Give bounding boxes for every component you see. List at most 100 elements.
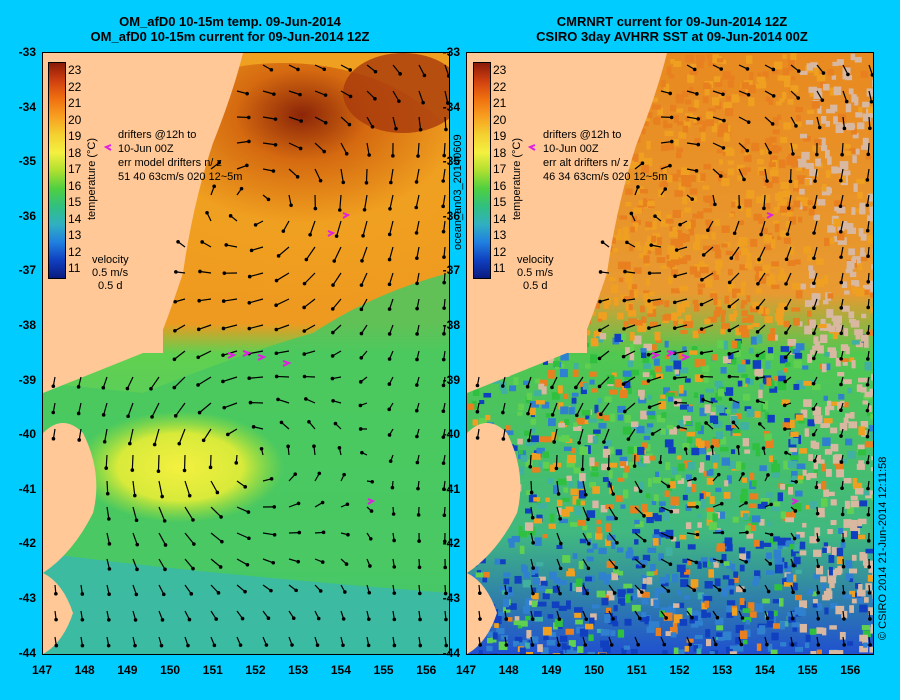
sst-pixel	[786, 540, 795, 547]
sst-pixel	[772, 623, 781, 629]
current-arrow	[623, 350, 636, 358]
sst-pixel	[621, 648, 627, 657]
right-title-line1: CMRNRT current for 09-Jun-2014 12Z	[556, 14, 788, 29]
sst-pixel	[652, 538, 659, 546]
current-arrow-head	[719, 174, 723, 178]
sst-pixel	[822, 627, 827, 636]
sst-pixel	[789, 455, 799, 460]
sst-pixel	[716, 632, 723, 637]
sst-pixel	[822, 547, 827, 554]
sst-pixel	[727, 268, 733, 276]
sst-pixel	[526, 629, 532, 639]
current-arrow-head	[745, 148, 750, 153]
y-tick-label: -37	[18, 263, 36, 278]
current-arrow-head	[688, 642, 692, 647]
sst-pixel	[708, 522, 717, 530]
current-arrow-head	[341, 180, 346, 185]
current-arrow-head	[302, 281, 307, 286]
sst-pixel	[529, 407, 536, 416]
current-arrow	[388, 246, 394, 260]
sst-pixel	[776, 235, 782, 241]
current-arrow-head	[443, 565, 448, 570]
sst-pixel	[641, 351, 647, 359]
sst-pixel	[572, 495, 579, 505]
sst-pixel	[525, 615, 531, 621]
current-arrow-head	[156, 469, 161, 474]
sst-pixel	[732, 418, 739, 426]
sst-pixel	[851, 340, 860, 345]
sst-pixel	[732, 429, 741, 434]
sst-pixel	[660, 265, 668, 270]
sst-pixel	[766, 570, 775, 575]
current-arrow	[608, 532, 618, 544]
sst-pixel	[854, 56, 862, 63]
sst-pixel	[828, 401, 838, 406]
sst-pixel	[807, 255, 812, 262]
sst-pixel	[737, 175, 743, 181]
sst-pixel	[809, 628, 817, 635]
sst-pixel	[855, 332, 861, 340]
current-arrow-head	[678, 222, 682, 227]
sst-pixel	[792, 348, 801, 355]
sst-pixel	[513, 620, 523, 626]
sst-pixel	[795, 477, 803, 484]
sst-pixel	[782, 91, 787, 100]
current-arrow-head	[358, 427, 363, 431]
sst-pixel	[784, 418, 790, 423]
current-arrow-head	[366, 643, 371, 648]
sst-pixel	[641, 583, 647, 590]
sst-pixel	[620, 504, 626, 509]
sst-pixel	[701, 365, 710, 373]
sst-pixel	[807, 353, 813, 363]
sst-pixel	[699, 493, 704, 501]
current-arrow-head	[221, 353, 225, 357]
current-arrow-head	[313, 206, 318, 211]
current-arrow	[867, 142, 870, 155]
sst-pixel	[746, 408, 755, 418]
colorbar-tick-label: 18	[493, 145, 507, 160]
current-arrow	[276, 324, 290, 331]
sst-pixel	[670, 238, 679, 248]
current-arrow-head	[269, 588, 273, 593]
sst-pixel	[723, 631, 732, 641]
sst-pixel	[872, 571, 880, 577]
sst-pixel	[664, 439, 674, 448]
sst-pixel	[682, 415, 691, 425]
current-arrow-head	[584, 617, 589, 621]
current-arrow	[314, 116, 327, 124]
sst-pixel	[542, 626, 552, 636]
sst-pixel	[805, 162, 814, 169]
current-arrow-head	[865, 408, 870, 413]
current-arrow-head	[105, 491, 110, 496]
sst-pixel	[679, 285, 688, 292]
current-arrow-head	[636, 642, 640, 647]
sst-pixel	[624, 465, 630, 473]
current-arrow-head	[80, 617, 85, 622]
sst-pixel	[538, 379, 548, 386]
current-arrow	[757, 298, 766, 309]
sst-pixel	[855, 112, 863, 118]
sst-pixel	[706, 470, 712, 476]
current-arrow-head	[759, 232, 763, 237]
current-arrow-head	[152, 442, 157, 447]
current-arrow	[184, 584, 192, 595]
sst-pixel	[592, 500, 599, 509]
current-arrow-head	[755, 353, 760, 358]
current-arrow	[674, 376, 688, 379]
sst-pixel	[643, 363, 652, 369]
current-arrow	[103, 402, 108, 416]
sst-pixel	[769, 537, 776, 545]
sst-pixel	[812, 603, 818, 608]
sst-pixel	[782, 512, 791, 521]
current-arrow-head	[642, 538, 647, 543]
sst-pixel	[737, 242, 745, 247]
right-drifter-line1: drifters @12h to	[543, 129, 622, 141]
sst-pixel	[844, 144, 851, 149]
sst-pixel	[549, 513, 555, 523]
sst-pixel	[817, 199, 826, 206]
sst-pixel	[646, 140, 651, 150]
sst-pixel	[784, 78, 791, 88]
sst-pixel	[684, 320, 694, 328]
sst-pixel	[654, 590, 659, 599]
sst-pixel	[812, 144, 818, 152]
